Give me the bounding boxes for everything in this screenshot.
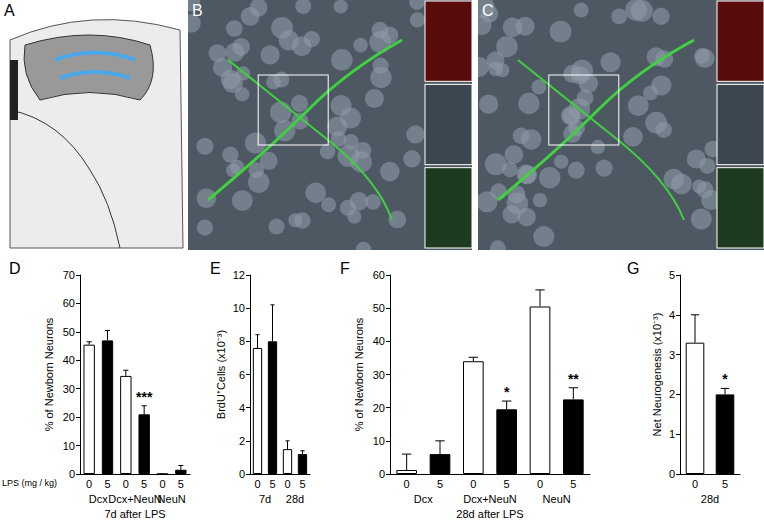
svg-text:E: E	[210, 260, 221, 277]
svg-text:8: 8	[239, 335, 245, 347]
svg-text:0: 0	[86, 478, 92, 490]
svg-text:0: 0	[69, 468, 75, 480]
svg-text:1: 1	[669, 428, 675, 440]
svg-text:5: 5	[269, 478, 275, 490]
svg-text:Dcx: Dcx	[414, 493, 433, 505]
svg-text:5: 5	[722, 478, 728, 490]
svg-text:NeuN: NeuN	[158, 493, 186, 505]
svg-text:D: D	[9, 260, 21, 277]
svg-text:0: 0	[669, 468, 675, 480]
svg-text:10: 10	[233, 302, 245, 314]
svg-text:70: 70	[63, 269, 75, 281]
svg-text:Dcx+NeuN: Dcx+NeuN	[463, 493, 517, 505]
svg-text:***: ***	[136, 389, 153, 405]
svg-text:20: 20	[63, 411, 75, 423]
svg-text:0: 0	[284, 478, 290, 490]
svg-text:28d after LPS: 28d after LPS	[456, 508, 523, 520]
svg-text:12: 12	[233, 269, 245, 281]
svg-text:10: 10	[63, 440, 75, 452]
svg-text:NeuN: NeuN	[543, 493, 571, 505]
svg-text:7d after LPS: 7d after LPS	[104, 508, 165, 520]
svg-text:28d: 28d	[286, 493, 304, 505]
svg-text:% of Newborn Neurons: % of Newborn Neurons	[43, 317, 55, 431]
svg-text:G: G	[627, 260, 639, 277]
svg-text:4: 4	[239, 402, 245, 414]
svg-text:6: 6	[239, 369, 245, 381]
svg-text:BrdU⁺Cells (x10⁻³): BrdU⁺Cells (x10⁻³)	[215, 330, 227, 419]
svg-text:0: 0	[159, 478, 165, 490]
html-text:B: B	[192, 2, 203, 19]
html-text:A: A	[4, 2, 15, 19]
svg-text:30: 30	[63, 383, 75, 395]
svg-text:0: 0	[404, 478, 410, 490]
svg-text:50: 50	[373, 302, 385, 314]
svg-text:2: 2	[669, 388, 675, 400]
svg-text:5: 5	[570, 478, 576, 490]
svg-text:50: 50	[63, 326, 75, 338]
svg-text:Dcx: Dcx	[89, 493, 108, 505]
svg-text:F: F	[340, 260, 350, 277]
svg-text:5: 5	[299, 478, 305, 490]
svg-text:**: **	[568, 371, 579, 387]
svg-text:4: 4	[669, 309, 675, 321]
svg-text:LPS (mg / kg): LPS (mg / kg)	[2, 478, 57, 488]
svg-text:5: 5	[669, 269, 675, 281]
svg-text:*: *	[504, 384, 510, 400]
svg-text:5: 5	[178, 478, 184, 490]
svg-text:5: 5	[104, 478, 110, 490]
svg-text:*: *	[722, 371, 728, 387]
svg-text:0: 0	[123, 478, 129, 490]
svg-text:0: 0	[239, 468, 245, 480]
svg-text:Net Neurogenesis (x10⁻³): Net Neurogenesis (x10⁻³)	[651, 313, 663, 437]
svg-text:0: 0	[692, 478, 698, 490]
svg-text:0: 0	[470, 478, 476, 490]
html-text:C: C	[482, 2, 494, 19]
svg-text:3: 3	[669, 349, 675, 361]
svg-text:60: 60	[373, 269, 385, 281]
svg-text:Dcx+NeuN: Dcx+NeuN	[108, 493, 162, 505]
svg-text:40: 40	[373, 335, 385, 347]
svg-text:0: 0	[254, 478, 260, 490]
svg-text:60: 60	[63, 297, 75, 309]
svg-text:5: 5	[437, 478, 443, 490]
svg-text:10: 10	[373, 435, 385, 447]
svg-text:0: 0	[379, 468, 385, 480]
svg-text:28d: 28d	[701, 493, 719, 505]
svg-text:20: 20	[373, 402, 385, 414]
svg-text:2: 2	[239, 435, 245, 447]
svg-text:0: 0	[537, 478, 543, 490]
svg-text:7d: 7d	[259, 493, 271, 505]
svg-text:% of Newborn Neurons: % of Newborn Neurons	[353, 317, 365, 431]
svg-text:5: 5	[504, 478, 510, 490]
svg-text:30: 30	[373, 369, 385, 381]
svg-text:40: 40	[63, 354, 75, 366]
svg-text:5: 5	[141, 478, 147, 490]
